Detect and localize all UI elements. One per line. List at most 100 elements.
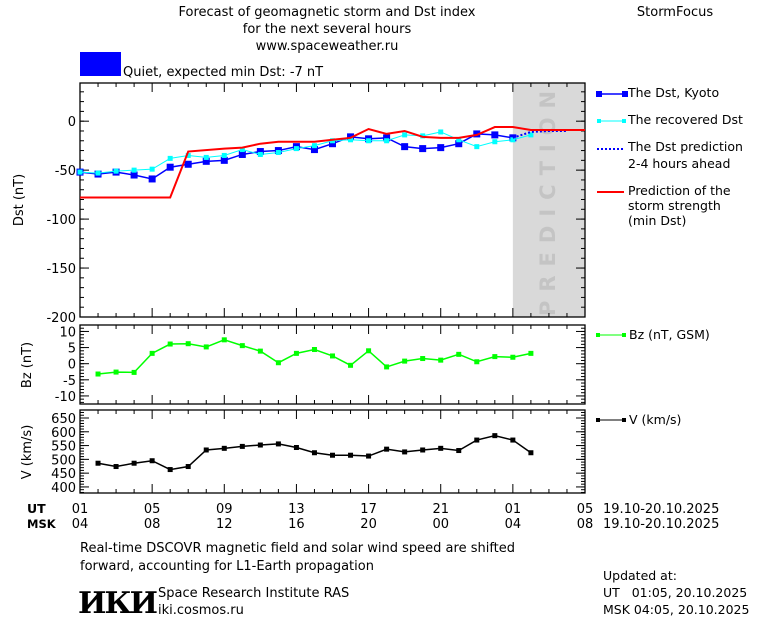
legend-bz-marker [622,333,626,337]
data-point [384,364,390,370]
y-tick-label: 0 [68,358,76,373]
brand-name: StormFocus [637,5,713,20]
plot-frame [79,324,586,405]
updated-ut: UT 01:05, 20.10.2025 [603,585,747,600]
data-point [113,369,119,375]
msk-tick-label: 16 [288,517,305,532]
note-line-2: forward, accounting for L1-Earth propaga… [80,559,374,574]
data-point [311,347,317,353]
ut-tick-label: 01 [505,502,522,517]
data-point [167,155,173,161]
data-point [131,369,137,375]
data-point [257,348,263,354]
data-point [167,341,173,347]
data-point [149,166,155,172]
data-point [402,358,408,364]
y-tick-label: -50 [55,164,76,179]
data-point [203,154,209,160]
title-line-1: Forecast of geomagnetic storm and Dst in… [178,5,475,20]
legend-dst-kyoto: The Dst, Kyoto [627,85,719,100]
data-point [456,351,462,357]
ut-tick-label: 21 [432,502,449,517]
msk-label: MSK [27,517,57,531]
data-point [221,152,227,158]
series-line [512,129,567,139]
data-point [348,362,354,368]
data-point [221,445,227,451]
ut-date-range: 19.10-20.10.2025 [603,502,719,517]
title-url[interactable]: www.spaceweather.ru [256,39,399,54]
data-point [528,132,534,138]
ut-label: UT [27,501,46,516]
data-point [402,449,408,455]
status-text: Quiet, expected min Dst: -7 nT [123,65,323,80]
data-point [311,143,317,149]
data-point [330,353,335,359]
data-point [256,148,264,156]
ut-tick-label: 17 [360,502,377,517]
legend-dst-prediction-line-2: 2-4 hours ahead [628,156,730,171]
y-tick-label: 0 [68,115,76,130]
plot-frame [79,82,586,318]
data-point [419,145,427,153]
iki-logo: ИКИ [78,586,157,620]
msk-tick-label: 20 [360,517,377,532]
data-point [456,137,462,143]
data-point [329,140,336,148]
data-point [438,445,444,451]
data-point [456,448,462,454]
ut-tick-label: 01 [72,502,89,517]
data-point [510,137,516,143]
dst-panel: 0 -50 -100 -150 -200 [46,82,586,326]
data-point [239,343,245,349]
legend-min-dst-line-1: Prediction of the [628,183,731,198]
y-tick-label: -5 [63,374,76,389]
y-tick-label: -10 [55,390,76,405]
ut-tick-label: 13 [288,502,305,517]
data-point [366,138,372,144]
legend-dst-kyoto-marker [622,91,628,97]
data-point [257,151,263,157]
legend-dst-recovered-marker [622,119,626,123]
dst-axis-label: Dst (nT) [12,174,27,226]
bz-panel: 10 50-5-10 [55,324,586,405]
data-point [95,460,101,466]
data-point [510,437,516,443]
data-point [528,350,534,356]
data-point [293,350,299,356]
y-tick-label: 5 [68,342,76,357]
y-tick-label: -150 [46,262,76,277]
legend-dst-prediction-line-1: The Dst prediction [627,139,743,154]
data-point [474,437,480,443]
data-point [95,371,101,377]
ut-tick-label: 05 [577,502,594,517]
data-point [275,150,281,156]
data-point [77,169,83,175]
legend: The Dst, Kyoto The recovered Dst The Dst… [596,85,743,427]
y-tick-label: 450 [51,467,76,482]
msk-tick-label: 04 [72,517,89,532]
data-point [492,433,498,439]
series-line [80,126,585,199]
updated-msk: MSK 04:05, 20.10.2025 [603,602,749,617]
legend-min-dst-line-2: storm strength [628,198,721,213]
legend-min-dst-line-3: (min Dst) [628,213,686,228]
data-point [131,460,137,466]
legend-v-marker [622,418,626,422]
data-point [149,350,155,356]
legend-bz-marker [596,333,600,337]
series-line [79,131,532,174]
data-point [437,144,445,152]
ut-tick-label: 05 [144,502,161,517]
bz-axis-label: Bz (nT) [20,342,35,388]
y-tick-label: 400 [51,481,76,496]
institute-url[interactable]: iki.cosmos.ru [158,603,244,618]
data-point [420,356,426,362]
data-point [275,360,281,366]
data-point [366,453,372,459]
series-line [79,133,513,180]
title-line-2: for the next several hours [243,22,412,37]
data-point [492,354,498,360]
data-point [366,348,372,354]
